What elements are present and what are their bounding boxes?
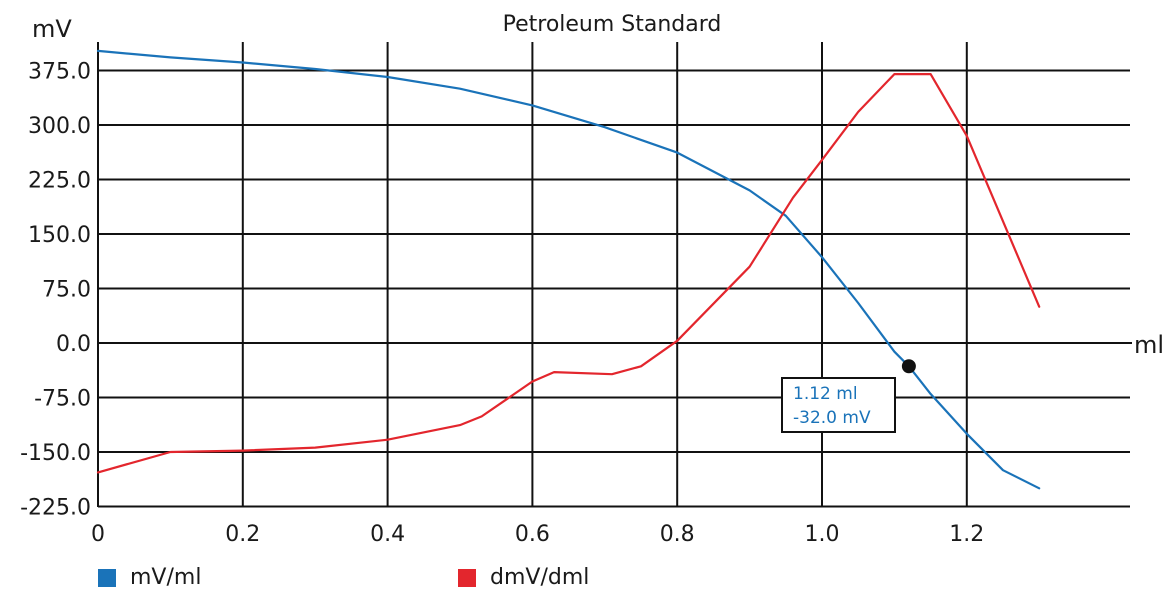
grid	[97, 42, 1132, 508]
readout-y: -32.0 mV	[793, 408, 871, 428]
y-tick-label: -150.0	[20, 441, 91, 466]
x-tick-label: 0.4	[370, 522, 405, 547]
x-axis-unit: ml	[1134, 331, 1164, 359]
legend-label-mv-ml: mV/ml	[130, 565, 202, 590]
readout-marker	[901, 359, 916, 374]
series-lines	[96, 49, 1041, 490]
y-tick-label: -75.0	[34, 387, 91, 412]
y-tick-label: -225.0	[20, 496, 91, 521]
legend-swatch-dmv-dml	[458, 568, 476, 587]
tick-labels: 375.0 300.0 225.0 150.0 75.0 0.0 -75.0 -150.0 -2…	[20, 59, 984, 547]
y-tick-label: 225.0	[28, 168, 91, 193]
legend-label-dmv-dml: dmV/dml	[490, 565, 590, 590]
y-tick-label: 150.0	[28, 223, 91, 248]
x-tick-label: 0.8	[660, 522, 695, 547]
readout-x: 1.12 ml	[793, 384, 858, 404]
x-tick-label: 0	[91, 522, 105, 547]
legend-item-dmv-dml: dmV/dml	[458, 565, 589, 590]
readout-callout: 1.12 ml -32.0 mV	[781, 377, 896, 433]
y-tick-label: 300.0	[28, 114, 91, 139]
y-tick-label: 0.0	[56, 332, 91, 357]
legend-swatch-mv-ml	[98, 568, 116, 587]
chart-title: Petroleum Standard	[503, 12, 722, 37]
x-tick-label: 0.6	[515, 522, 550, 547]
x-tick-label: 0.2	[225, 522, 260, 547]
series-line-dmv-dml	[96, 73, 1041, 474]
legend-item-mv-ml: mV/ml	[98, 565, 201, 590]
y-tick-label: 375.0	[28, 59, 91, 84]
x-tick-label: 1.0	[805, 522, 840, 547]
y-axis-unit: mV	[32, 15, 72, 43]
y-tick-label: 75.0	[42, 277, 91, 302]
markers	[901, 359, 916, 374]
x-tick-label: 1.2	[949, 522, 984, 547]
series-line-mv-ml	[96, 49, 1041, 490]
